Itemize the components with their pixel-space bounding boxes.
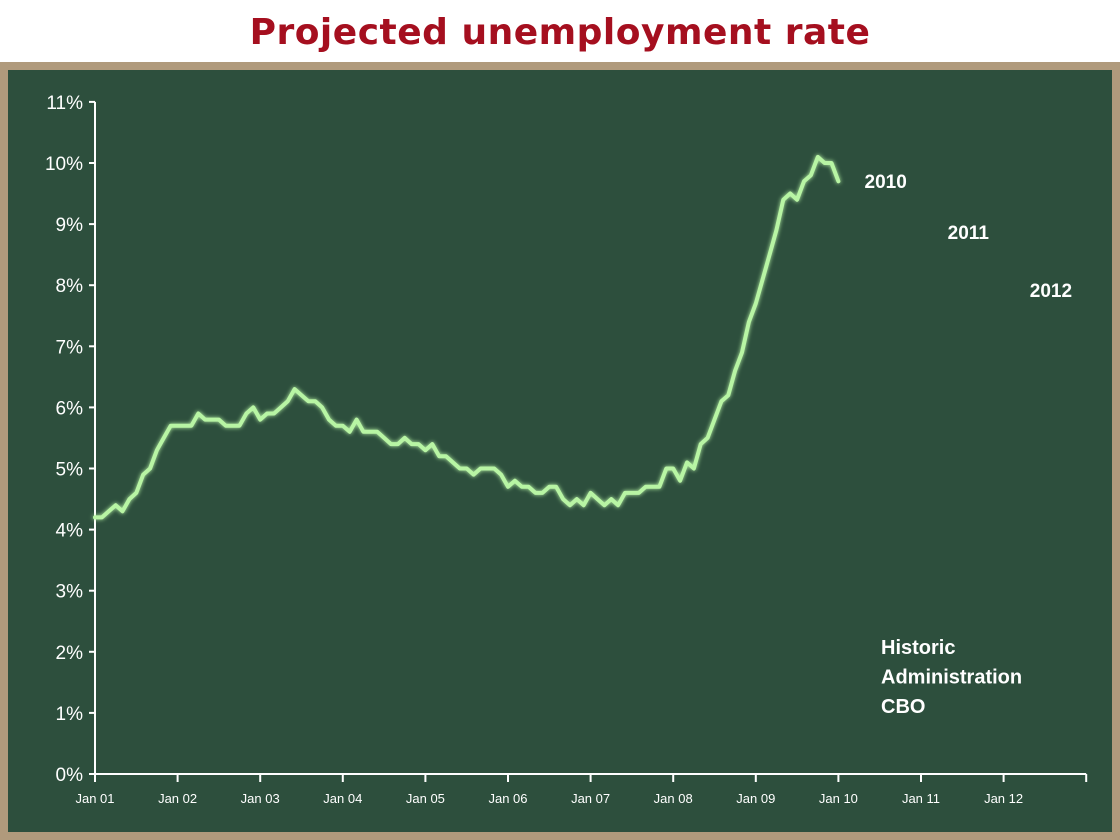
y-tick-label: 5% [56,460,84,481]
x-tick-label: Jan 10 [819,791,858,806]
x-tick-label: Jan 05 [406,791,445,806]
y-tick-label: 3% [56,582,84,603]
annotation-year: 2012 [1030,281,1072,302]
y-tick-label: 11% [46,93,83,114]
y-tick-label: 4% [56,521,84,542]
page-title: Projected unemployment rate [249,12,871,53]
chalkboard [8,70,1112,832]
y-tick-label: 10% [45,154,83,175]
x-tick-label: Jan 04 [323,791,362,806]
x-tick-label: Jan 07 [571,791,610,806]
x-tick-label: Jan 02 [158,791,197,806]
legend: Historic Administration CBO [836,637,1022,718]
x-tick-label: Jan 11 [902,791,940,806]
series-historic-line [93,154,841,520]
x-tick-label: Jan 09 [736,791,775,806]
x-tick-label: Jan 06 [488,791,527,806]
y-tick-label: 8% [56,276,84,297]
chart-marks: 2010 2011 2012 [93,154,1089,520]
legend-label: CBO [881,696,925,718]
legend-label: Historic [881,637,955,659]
annotation-year: 2010 [865,172,907,193]
legend-label: Administration [881,667,1022,689]
axes: 0% 1% 2% 3% 4% 5% 6% 7% 8% 9% 10% 11% Jan 01 Jan 02 Ja… [45,93,1088,806]
annotation-year: 2011 [948,223,990,244]
y-tick-label: 9% [56,215,84,236]
y-tick-label: 7% [56,337,84,358]
x-tick-label: Jan 12 [984,791,1023,806]
y-tick-label: 6% [56,398,84,419]
y-tick-label: 1% [56,704,84,725]
x-tick-label: Jan 08 [654,791,693,806]
y-tick-label: 0% [56,765,84,786]
x-tick-label: Jan 03 [241,791,280,806]
y-tick-label: 2% [56,643,84,664]
x-tick-label: Jan 01 [75,791,114,806]
